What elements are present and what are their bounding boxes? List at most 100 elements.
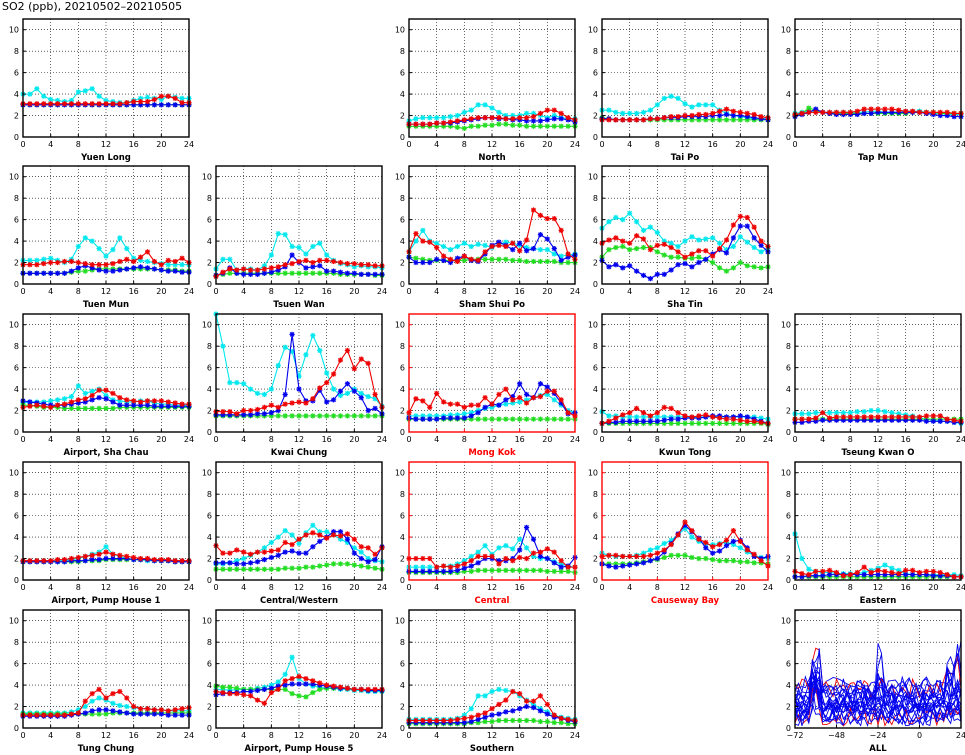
y-tick-label: 0: [207, 280, 212, 289]
data-point-blue: [103, 396, 109, 402]
x-tick-label: 12: [487, 731, 497, 740]
data-point-red: [358, 356, 364, 362]
x-tick-label: 24: [184, 287, 194, 296]
data-point-cyan: [813, 410, 819, 416]
data-point-red: [723, 416, 730, 422]
y-tick-label: 10: [9, 469, 19, 478]
x-tick-label: 24: [377, 287, 387, 296]
data-point-blue: [337, 269, 344, 275]
data-point-red: [661, 115, 667, 121]
x-tick-label: 24: [570, 731, 580, 740]
y-tick-label: 8: [593, 47, 598, 56]
y-tick-label: 0: [786, 428, 791, 437]
data-point-red: [537, 110, 544, 116]
data-point-red: [179, 100, 185, 106]
data-point-blue: [124, 710, 130, 716]
data-point-red: [620, 117, 626, 123]
data-point-red: [68, 399, 75, 405]
data-point-blue: [144, 265, 151, 271]
y-tick-label: 8: [207, 638, 212, 647]
data-point-red: [723, 237, 730, 243]
data-point-blue: [365, 407, 371, 414]
data-point-red: [868, 414, 874, 420]
data-point-green: [503, 416, 509, 422]
data-point-blue: [247, 560, 254, 566]
panel-title: ALL: [869, 744, 887, 754]
data-point-red: [710, 253, 716, 259]
plot-frame: [794, 461, 962, 581]
data-point-red: [730, 416, 737, 422]
data-point-cyan: [489, 688, 495, 695]
data-point-red: [675, 249, 681, 255]
data-point-green: [310, 690, 316, 696]
data-point-red: [633, 405, 640, 411]
y-tick-label: 0: [400, 428, 405, 437]
data-point-red: [110, 691, 116, 697]
y-tick-label: 10: [9, 26, 19, 35]
data-point-red: [537, 549, 544, 555]
x-tick-label: 0: [406, 140, 411, 149]
data-point-red: [124, 695, 130, 701]
data-point-cyan: [640, 227, 647, 233]
data-point-green: [365, 564, 371, 570]
data-point-green: [606, 247, 612, 253]
data-point-blue: [310, 544, 316, 550]
panel-title: Tung Chung: [78, 744, 135, 754]
data-point-green: [475, 567, 481, 573]
x-tick-label: 8: [462, 287, 467, 296]
data-point-blue: [344, 536, 351, 542]
data-point-blue: [668, 416, 674, 422]
data-point-blue: [730, 538, 737, 544]
data-point-cyan: [496, 545, 502, 551]
data-point-cyan: [475, 693, 481, 699]
data-point-blue: [503, 397, 509, 403]
x-tick-label: 0: [213, 731, 218, 740]
data-point-red: [82, 101, 88, 107]
data-point-blue: [696, 259, 702, 266]
data-point-red: [372, 263, 378, 269]
data-point-green: [530, 567, 537, 573]
data-point-green: [544, 568, 550, 575]
y-tick-label: 10: [202, 321, 212, 330]
data-point-cyan: [303, 352, 309, 358]
data-point-cyan: [744, 239, 750, 245]
data-point-red: [468, 714, 474, 720]
data-point-blue: [510, 247, 516, 253]
x-tick-label: 12: [680, 583, 690, 592]
data-point-cyan: [296, 244, 302, 251]
plot-frame: [215, 609, 383, 729]
x-tick-label: 24: [763, 287, 773, 296]
data-point-blue: [289, 681, 295, 687]
data-point-green: [737, 559, 743, 565]
data-point-cyan: [440, 115, 447, 121]
data-point-red: [351, 686, 357, 692]
data-point-cyan: [799, 555, 805, 562]
y-tick-label: 2: [400, 555, 405, 564]
data-point-red: [544, 701, 550, 707]
data-point-red: [510, 397, 516, 403]
data-point-cyan: [475, 241, 481, 247]
data-point-blue: [523, 524, 530, 531]
data-point-red: [103, 262, 109, 268]
y-tick-label: 2: [786, 407, 791, 416]
data-point-red: [461, 561, 467, 567]
data-point-red: [647, 247, 654, 253]
data-point-red: [365, 360, 371, 366]
data-point-red: [682, 254, 688, 260]
data-point-blue: [606, 563, 612, 569]
plot-frame: [215, 461, 383, 581]
data-point-red: [61, 258, 68, 265]
data-point-red: [234, 267, 240, 273]
plot-frame: [408, 461, 576, 581]
data-point-green: [675, 254, 681, 260]
data-point-green: [723, 268, 730, 274]
data-point-cyan: [703, 236, 709, 242]
data-point-blue: [537, 381, 544, 387]
x-tick-label: 16: [708, 140, 718, 149]
y-tick-label: 10: [202, 617, 212, 626]
data-point-blue: [117, 267, 123, 273]
data-point-green: [544, 416, 550, 422]
data-point-red: [620, 238, 626, 244]
data-point-cyan: [34, 86, 40, 92]
